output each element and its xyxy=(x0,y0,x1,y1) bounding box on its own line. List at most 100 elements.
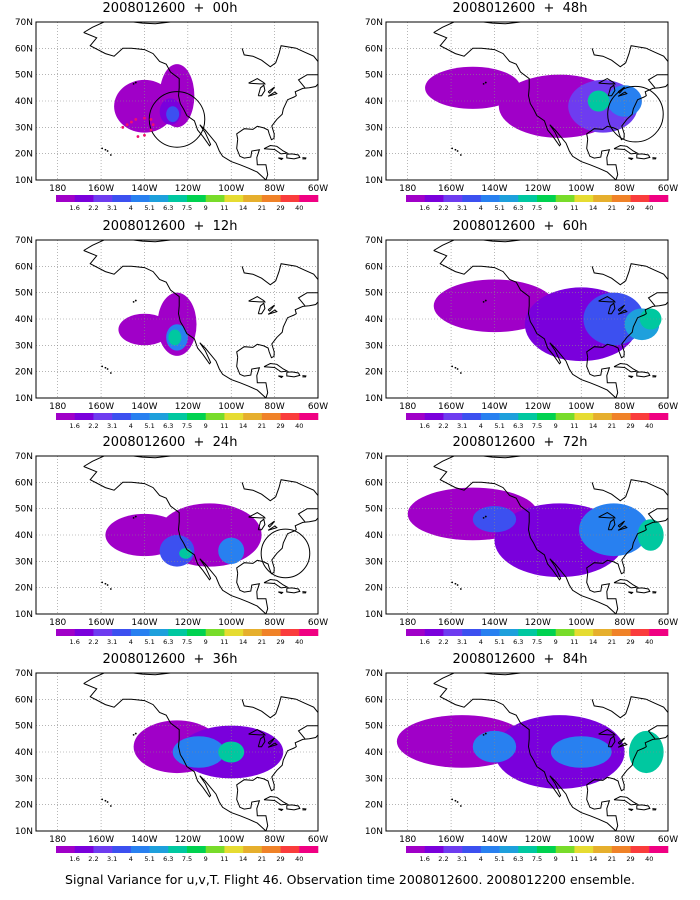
map-frame xyxy=(385,239,669,399)
latitude-tick-label: 30N xyxy=(15,123,33,133)
colorbar-swatch xyxy=(480,195,500,202)
colorbar-swatch xyxy=(611,629,631,636)
colorbar-swatch xyxy=(243,629,263,636)
colorbar-swatch xyxy=(443,413,463,420)
great-lakes xyxy=(267,86,275,94)
coastline xyxy=(83,466,267,614)
colorbar-swatch xyxy=(130,846,150,853)
island-dot xyxy=(132,82,135,85)
flight-track-point xyxy=(149,128,153,132)
colorbar-label: 21 xyxy=(608,638,616,646)
great-lakes xyxy=(598,296,616,303)
longitude-tick-label: 140W xyxy=(481,184,507,194)
longitude-tick-label: 180 xyxy=(49,618,66,628)
colorbar-swatch xyxy=(443,195,463,202)
colorbar-swatch xyxy=(187,846,207,853)
variance-contour xyxy=(118,313,171,346)
colorbar-swatch xyxy=(537,195,557,202)
colorbar-swatch xyxy=(424,846,444,853)
latitude-tick-label: 60N xyxy=(365,478,383,488)
colorbar-label: 6.3 xyxy=(163,204,173,212)
colorbar-swatch xyxy=(261,195,281,202)
caribbean-island xyxy=(613,578,639,589)
colorbar-label: 1.6 xyxy=(70,855,80,863)
colorbar-label: 3.1 xyxy=(457,638,467,646)
latitude-tick-label: 50N xyxy=(365,289,383,299)
coastline xyxy=(236,734,318,792)
map-frame xyxy=(385,672,669,832)
longitude-tick-label: 60W xyxy=(308,835,328,845)
longitude-tick-label: 60W xyxy=(308,184,328,194)
flight-track-point xyxy=(136,135,140,138)
variance-map: 70N 60N 50N 40N 30N 20N 10N 180 160W 140W 120W 100W… xyxy=(365,452,678,646)
coastline xyxy=(236,139,269,180)
panel-title: 2008012600 + 12h xyxy=(102,219,238,234)
colorbar-swatch xyxy=(56,629,76,636)
panel-title: 2008012600 + 84h xyxy=(452,652,588,667)
longitude-tick-label: 160W xyxy=(88,184,114,194)
island-dot xyxy=(106,150,109,152)
island-dot xyxy=(134,81,137,84)
great-lakes xyxy=(267,309,278,315)
colorbar-swatch xyxy=(168,846,188,853)
colorbar-swatch xyxy=(130,195,150,202)
variance-contour xyxy=(579,503,649,557)
colorbar-label: 14 xyxy=(239,204,247,212)
caribbean-island xyxy=(302,808,307,811)
longitude-tick-label: 180 xyxy=(399,618,416,628)
colorbar-swatch xyxy=(261,413,281,420)
great-lakes xyxy=(607,518,616,531)
latitude-tick-label: 50N xyxy=(15,722,33,732)
latitude-tick-label: 30N xyxy=(15,341,33,351)
colorbar-label: 1.6 xyxy=(420,855,430,863)
coastline xyxy=(83,673,171,684)
colorbar-swatch xyxy=(224,846,244,853)
colorbar-swatch xyxy=(593,846,613,853)
colorbar-label: 6.3 xyxy=(163,638,173,646)
colorbar-label: 40 xyxy=(645,855,653,863)
great-lakes xyxy=(267,737,275,745)
colorbar-label: 4 xyxy=(479,855,483,863)
colorbar-label: 1.6 xyxy=(70,204,80,212)
colorbar-swatch xyxy=(499,413,519,420)
colorbar-swatch xyxy=(243,413,263,420)
caribbean-island xyxy=(278,157,284,161)
flight-track-point xyxy=(121,125,125,129)
longitude-tick-label: 180 xyxy=(49,184,66,194)
colorbar-swatch xyxy=(243,195,263,202)
colorbar-swatch xyxy=(480,413,500,420)
latitude-tick-label: 20N xyxy=(15,801,33,811)
colorbar-swatch xyxy=(112,195,132,202)
coastline xyxy=(591,45,647,68)
map-frame xyxy=(385,21,669,181)
variance-contour xyxy=(472,730,517,763)
island-dot xyxy=(454,799,457,802)
longitude-tick-label: 180 xyxy=(399,184,416,194)
colorbar-label: 40 xyxy=(645,204,653,212)
coastline xyxy=(296,47,318,89)
colorbar-swatch xyxy=(518,413,538,420)
longitude-tick-label: 60W xyxy=(658,618,678,628)
colorbar-swatch xyxy=(555,629,575,636)
latitude-tick-label: 40N xyxy=(365,748,383,758)
colorbar-label: 21 xyxy=(258,204,266,212)
coastline xyxy=(296,265,318,307)
great-lakes xyxy=(267,525,278,531)
colorbar-label: 21 xyxy=(258,422,266,430)
great-lakes xyxy=(267,304,275,312)
colorbar-swatch xyxy=(499,629,519,636)
colorbar-label: 11 xyxy=(220,855,228,863)
caribbean-island xyxy=(302,375,307,378)
flight-track-point xyxy=(149,118,153,121)
longitude-tick-label: 160W xyxy=(88,835,114,845)
caribbean-island xyxy=(263,144,289,155)
latitude-tick-label: 60N xyxy=(365,262,383,272)
colorbar-label: 9 xyxy=(204,422,208,430)
coastline xyxy=(236,83,318,141)
caribbean-island xyxy=(628,375,634,379)
caribbean-island xyxy=(263,578,289,589)
colorbar-swatch xyxy=(112,629,132,636)
colorbar-label: 1.6 xyxy=(420,204,430,212)
colorbar-label: 21 xyxy=(258,638,266,646)
coastline xyxy=(646,481,668,523)
